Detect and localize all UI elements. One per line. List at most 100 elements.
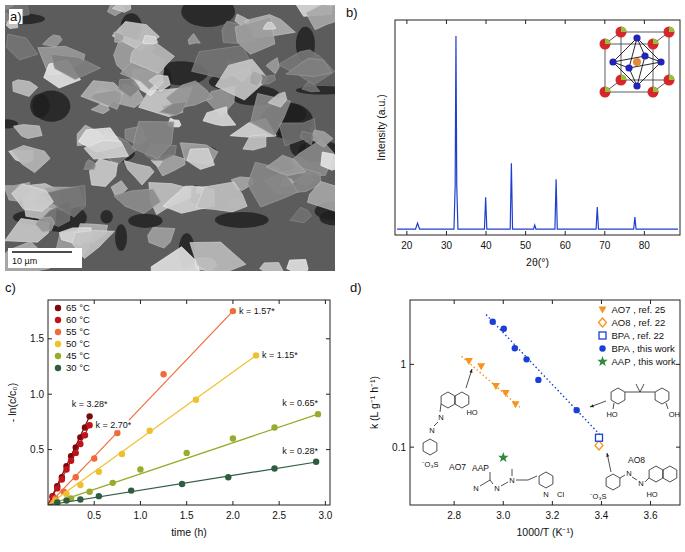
cell-edge [605, 44, 653, 45]
x-tick [650, 501, 651, 505]
data-point [54, 485, 60, 491]
x-tick-label: 3.6 [644, 510, 658, 521]
x-tick [552, 300, 553, 304]
x-tick [186, 501, 187, 505]
sem-flake [196, 182, 247, 212]
x-tick-label: 20 [401, 240, 413, 251]
y-tick [326, 449, 330, 450]
x-tick-label: 2.8 [447, 510, 461, 521]
atom-label: N [438, 413, 443, 422]
ring [423, 439, 437, 455]
atom-a-site [600, 39, 611, 50]
bond [501, 482, 508, 486]
x-tick [601, 501, 602, 505]
atom-label: ⁻O₃S [590, 492, 607, 501]
bond [480, 480, 493, 486]
data-point [179, 481, 185, 487]
data-point [82, 432, 88, 438]
bond [613, 403, 614, 409]
y-tick-label: 1.5 [30, 333, 44, 344]
data-point [96, 469, 102, 475]
sem-flake [266, 58, 279, 74]
sem-flake [7, 34, 38, 60]
sem-flake [114, 32, 124, 42]
data-point [96, 493, 102, 499]
sem-flake [308, 182, 336, 212]
cell-edge [653, 44, 654, 92]
y-tick-label: 1 [400, 359, 406, 370]
ring [611, 388, 625, 404]
x-tick-label: 1.5 [180, 510, 194, 521]
atom-oxygen [633, 34, 640, 41]
y-tick [326, 338, 330, 339]
atom-label: HO [646, 490, 657, 499]
sem-flake [187, 149, 215, 170]
x-tick [186, 300, 187, 304]
cell-edge [613, 38, 637, 62]
atom-label: ⁻O₃S [422, 460, 439, 469]
x-tick [454, 501, 455, 505]
fit-line [462, 356, 521, 407]
cell-edge [613, 62, 637, 86]
sem-flake [300, 131, 313, 145]
legend-marker [55, 341, 61, 347]
atom-b-site [633, 58, 641, 66]
x-tick-label: 2.0 [226, 510, 240, 521]
legend-label: AO8 , ref. 22 [612, 317, 666, 328]
sem-flake [43, 35, 62, 47]
arrow [607, 453, 611, 472]
data-point [523, 356, 529, 362]
atom-oxygen [625, 64, 632, 71]
data-point [91, 455, 97, 461]
x-tick [232, 300, 233, 304]
y-tick [48, 394, 52, 395]
data-point [63, 466, 69, 472]
panel-letter: b) [346, 5, 358, 20]
y-tick [48, 338, 52, 339]
x-tick [565, 231, 566, 235]
legend-label: 60 °C [66, 314, 90, 325]
y-tick [48, 449, 52, 450]
x-tick-label: 3.4 [595, 510, 609, 521]
y-axis-title: k (L g⁻¹ h⁻¹) [368, 376, 380, 429]
atom-label: OH [669, 410, 680, 419]
atom-a-site [648, 87, 659, 98]
fit-line [48, 462, 318, 505]
structure-label: AAP [472, 463, 489, 473]
bond [620, 475, 625, 478]
x-tick [552, 501, 553, 505]
sem-flake [263, 22, 276, 29]
x-tick-label: 30 [441, 240, 453, 251]
data-point [59, 476, 65, 482]
bond [490, 472, 491, 480]
data-point [119, 451, 125, 457]
ring [663, 466, 677, 482]
panel-letter: d) [350, 280, 362, 295]
sem-flake [287, 259, 308, 271]
data-point [225, 474, 231, 480]
data-point [63, 491, 69, 497]
data-point [465, 358, 473, 365]
legend-marker [599, 332, 606, 339]
atom-oxygen [657, 58, 664, 65]
bond [632, 477, 637, 480]
data-point [492, 383, 500, 390]
bond [640, 384, 644, 392]
atom-oxygen [641, 52, 648, 59]
legend-marker [599, 307, 607, 314]
structure-label: AO8 [628, 455, 645, 465]
data-point [535, 377, 541, 383]
sem-flake [302, 82, 320, 92]
ring [441, 392, 455, 408]
data-point [512, 401, 520, 408]
bond [666, 403, 668, 409]
ring [649, 466, 663, 482]
data-point [512, 345, 518, 351]
legend-label: 65 °C [66, 302, 90, 313]
atom-a-site-share [605, 87, 611, 93]
data-point [595, 441, 603, 450]
x-tick [446, 231, 447, 235]
atom-label: HO [606, 410, 617, 419]
x-tick [94, 501, 95, 505]
x-tick-label: 40 [480, 240, 492, 251]
